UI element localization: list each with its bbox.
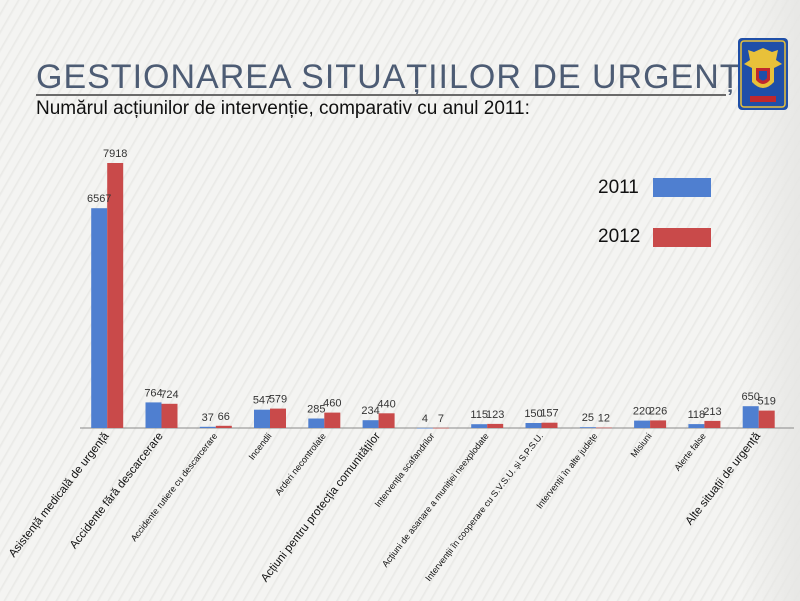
bar-2011-9	[579, 427, 596, 428]
value-label-2012-2: 66	[218, 411, 230, 423]
bar-2012-8	[541, 422, 558, 428]
category-label-0: Asistență medicală de urgență	[7, 430, 112, 560]
legend-label-2011: 2011	[598, 177, 639, 198]
value-label-2012-8: 157	[540, 408, 558, 420]
category-label-9: Intervenții în alte județe	[534, 431, 599, 510]
bar-2011-12	[742, 406, 759, 428]
value-label-2011-8: 150	[524, 408, 542, 420]
value-label-2012-1: 724	[160, 389, 178, 401]
value-label-2012-4: 460	[323, 398, 341, 410]
bar-2012-9	[595, 427, 612, 429]
bar-2012-6	[432, 427, 449, 429]
title-divider	[36, 94, 726, 96]
category-label-11: Alerte false	[672, 431, 708, 473]
shield-crest-icon	[738, 38, 788, 110]
category-label-10: Misiuni	[629, 431, 654, 459]
category-label-6: Intervenția scafandrilor	[373, 431, 437, 509]
legend-label-2012: 2012	[598, 226, 640, 247]
value-label-2012-5: 440	[377, 398, 395, 410]
bar-2012-3	[270, 408, 286, 428]
page-subtitle: Numărul acțiunilor de intervenție, compa…	[36, 98, 530, 119]
bar-2011-4	[308, 418, 325, 428]
value-label-2012-9: 12	[598, 413, 610, 425]
value-label-2011-3: 547	[253, 395, 271, 407]
bar-2012-10	[650, 420, 667, 428]
chart-legend: 2011 2012	[598, 177, 711, 247]
value-label-2011-0: 6567	[87, 193, 111, 205]
bar-2012-5	[378, 413, 395, 428]
bar-2011-6	[416, 427, 433, 429]
value-label-2011-2: 37	[202, 412, 214, 424]
bar-series-group	[91, 163, 775, 429]
bar-2011-10	[634, 420, 651, 428]
value-label-2011-6: 4	[422, 413, 428, 425]
value-label-2012-12: 519	[758, 396, 776, 408]
bar-2012-1	[161, 403, 178, 428]
bar-2012-7	[487, 423, 504, 428]
bar-2011-5	[362, 420, 379, 428]
value-label-2012-6: 7	[438, 413, 444, 425]
category-label-7: Acțiuni de asanare a muniției neexplodat…	[380, 431, 491, 569]
value-label-2011-10: 220	[633, 406, 651, 418]
category-label-8: Intervenții în cooperare cu S.V.S.U. și …	[423, 431, 545, 583]
bar-2012-4	[324, 412, 341, 428]
value-label-2012-7: 123	[486, 409, 504, 421]
value-label-2011-1: 764	[144, 387, 162, 399]
bar-2011-2	[199, 426, 216, 428]
value-label-2011-4: 285	[307, 404, 325, 416]
category-label-4: Arderi necontrolate	[273, 431, 328, 497]
bar-2012-0	[107, 163, 124, 428]
value-label-2012-10: 226	[649, 405, 667, 417]
value-label-2011-12: 650	[742, 391, 760, 403]
category-label-1: Accidente fără descarcerare	[68, 430, 166, 551]
bar-2011-7	[471, 424, 488, 428]
legend-swatch-2011	[653, 178, 711, 197]
bar-2011-1	[145, 402, 162, 428]
value-label-2011-9: 25	[582, 412, 594, 424]
bar-2012-12	[758, 410, 775, 428]
bar-2012-2	[215, 425, 232, 428]
category-label-5: Acțiuni pentru protecția comunităților	[259, 430, 383, 584]
value-label-2012-0: 7918	[103, 148, 127, 160]
bar-2011-0	[91, 208, 108, 428]
page-title: GESTIONAREA SITUAȚIILOR DE URGENȚĂ	[36, 58, 766, 96]
value-label-2012-3: 579	[269, 394, 287, 406]
bar-2011-11	[688, 424, 705, 428]
value-label-2011-11: 118	[688, 409, 706, 421]
value-label-2012-11: 213	[703, 406, 721, 418]
value-label-2011-5: 234	[361, 405, 379, 417]
bar-2011-8	[525, 423, 542, 428]
legend-swatch-2012	[653, 228, 711, 247]
bar-2012-11	[704, 420, 721, 428]
category-label-3: Incendii	[247, 431, 274, 462]
bar-2011-3	[254, 409, 270, 428]
value-label-2011-7: 115	[470, 409, 488, 421]
